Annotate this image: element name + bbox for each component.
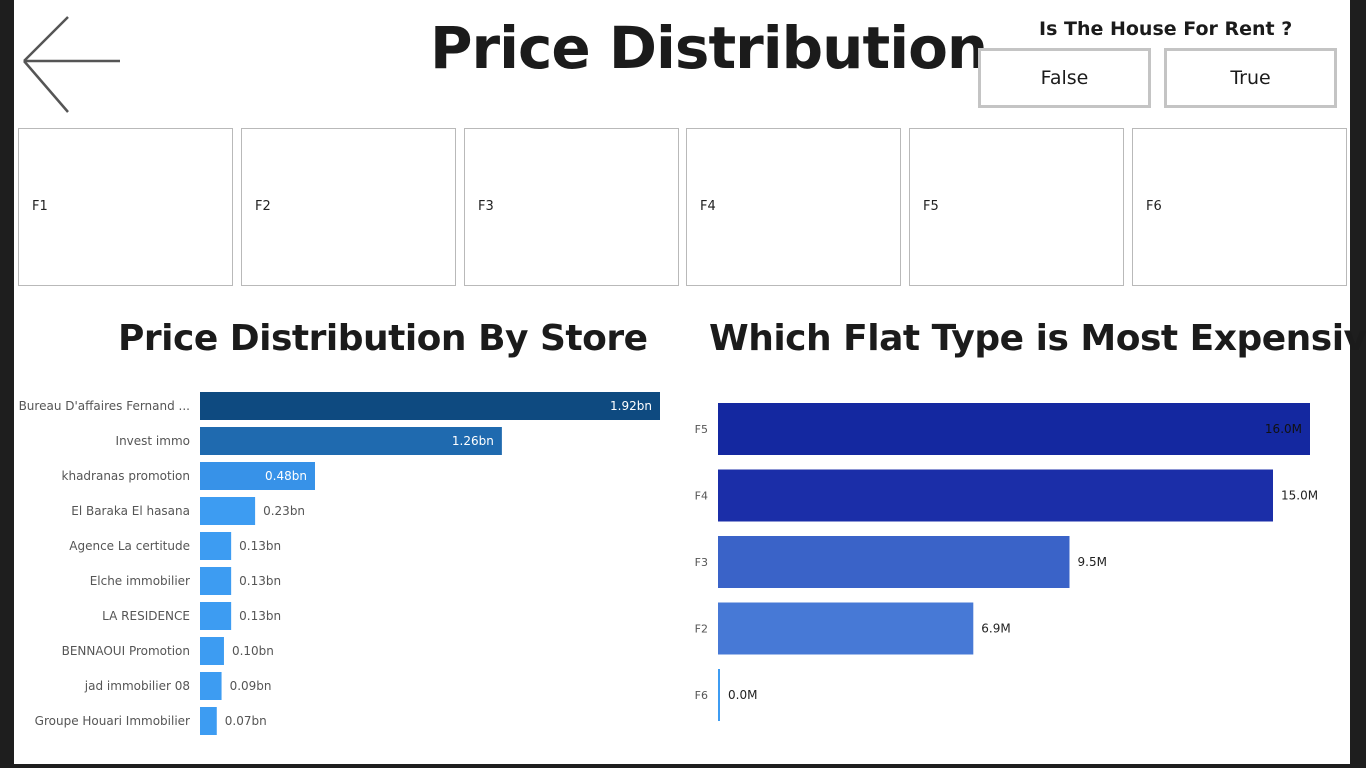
flat-category-label: F6 (695, 689, 708, 702)
store-bar (200, 567, 232, 595)
store-data-label: 0.13bn (239, 539, 281, 553)
store-data-label: 0.09bn (230, 679, 272, 693)
flat-type-bar-chart: F5 16.0M F4 15.0M F3 9.5M F2 6.9M F6 0.0M (695, 403, 1318, 721)
flat-tile-f1[interactable]: F1 (18, 128, 233, 286)
store-data-label: 0.13bn (239, 574, 281, 588)
store-category-label: Invest immo (116, 434, 190, 448)
store-data-label: 0.10bn (232, 644, 274, 658)
back-arrow-icon[interactable] (20, 14, 122, 120)
store-category-label: LA RESIDENCE (102, 609, 190, 623)
store-bar (200, 672, 222, 700)
store-bar (200, 707, 217, 735)
flat-data-label: 15.0M (1281, 489, 1318, 503)
flat-tile-label: F2 (255, 199, 271, 214)
dashboard-canvas: Price Distribution Is The House For Rent… (14, 0, 1366, 764)
flat-tile-label: F6 (1146, 199, 1162, 214)
flat-category-label: F3 (695, 556, 708, 569)
flat-bar (718, 469, 1273, 522)
store-category-label: khadranas promotion (62, 469, 190, 483)
flat-bar (718, 602, 974, 655)
flat-tile-label: F3 (478, 199, 494, 214)
rent-true-button[interactable]: True (1164, 48, 1337, 108)
flat-data-label: 16.0M (1265, 422, 1302, 436)
flat-category-label: F5 (695, 423, 708, 436)
store-bar (200, 602, 232, 630)
rent-false-button[interactable]: False (978, 48, 1151, 108)
store-price-bar-chart: Bureau D'affaires Fernand ... 1.92bn Inves… (19, 392, 660, 735)
store-category-label: BENNAOUI Promotion (62, 644, 190, 658)
store-data-label: 1.92bn (610, 399, 652, 413)
store-chart-title: Price Distribution By Store (118, 318, 648, 359)
flat-tile-f5[interactable]: F5 (909, 128, 1124, 286)
store-bar (200, 532, 232, 560)
store-data-label: 1.26bn (452, 434, 494, 448)
store-data-label: 0.07bn (225, 714, 267, 728)
flat-bar (718, 669, 720, 721)
flat-data-label: 6.9M (981, 622, 1010, 636)
flat-tile-label: F4 (700, 199, 716, 214)
store-bar (200, 497, 256, 525)
flat-tile-f2[interactable]: F2 (241, 128, 456, 286)
flat-data-label: 0.0M (728, 688, 757, 702)
store-category-label: Agence La certitude (69, 539, 190, 553)
flat-tile-label: F5 (923, 199, 939, 214)
flat-tile-f4[interactable]: F4 (686, 128, 901, 286)
flat-data-label: 9.5M (1078, 555, 1107, 569)
store-bar (200, 462, 315, 490)
store-data-label: 0.48bn (265, 469, 307, 483)
flat-bar (718, 536, 1070, 588)
store-category-label: jad immobilier 08 (84, 679, 190, 693)
store-category-label: El Baraka El hasana (71, 504, 190, 518)
flat-tile-label: F1 (32, 199, 48, 214)
store-data-label: 0.23bn (263, 504, 305, 518)
flat-tile-f6[interactable]: F6 (1132, 128, 1347, 286)
flat-category-label: F4 (695, 490, 708, 503)
flat-tile-f3[interactable]: F3 (464, 128, 679, 286)
flat-bar (718, 403, 1310, 455)
flat-chart-title: Which Flat Type is Most Expensive (709, 318, 1366, 359)
store-category-label: Elche immobilier (90, 574, 190, 588)
store-data-label: 0.13bn (239, 609, 281, 623)
store-bar (200, 427, 502, 455)
page-title: Price Distribution (430, 14, 988, 82)
store-bar (200, 637, 224, 665)
store-bar (200, 392, 660, 420)
store-category-label: Bureau D'affaires Fernand ... (19, 399, 190, 413)
store-category-label: Groupe Houari Immobilier (35, 714, 190, 728)
flat-category-label: F2 (695, 623, 708, 636)
rent-filter-label: Is The House For Rent ? (1039, 18, 1293, 40)
